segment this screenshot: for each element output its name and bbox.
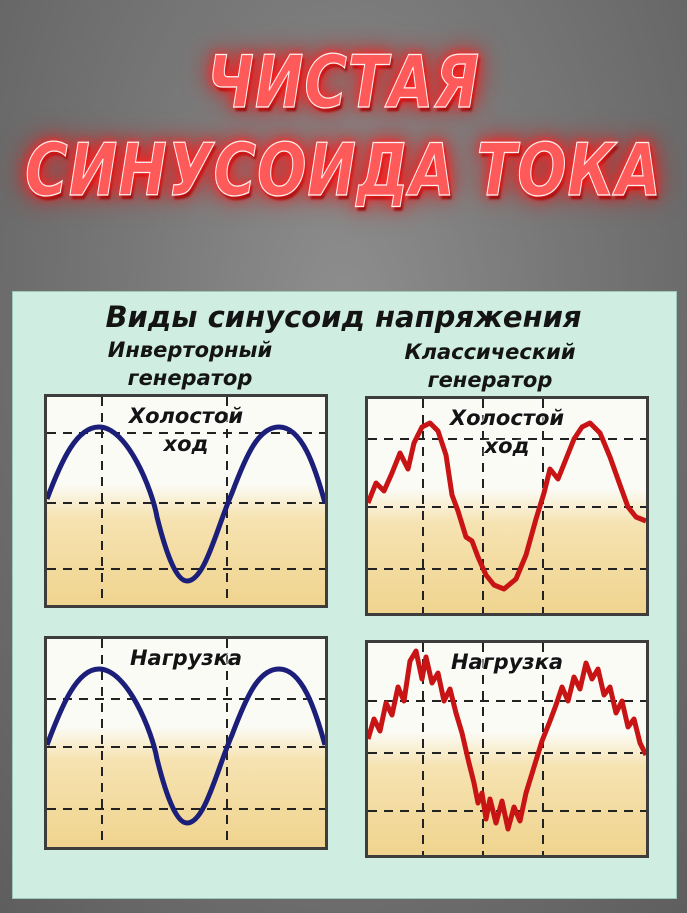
classic-load-plot: Нагрузка [365,640,649,858]
grid [368,399,646,613]
diagram-heading: Виды синусоид напряжения [105,300,582,334]
poster-title-line1: ЧИСТАЯ [206,39,481,125]
inverter-idle-wave [47,424,325,584]
classic-idle-plot: Холостой ход [365,396,649,616]
classic-generator-label: Классический генератор [350,338,630,394]
inverter-idle-chart [47,397,325,605]
load-label: Нагрузка [129,646,243,670]
inverter-label-line1: Инверторный [107,338,273,362]
inverter-load-wave [47,666,325,826]
classic-load-chart [368,643,646,855]
inverter-idle-plot: Холостой ход [44,394,328,608]
poster-title-line2: СИНУСОИДА ТОКА [25,127,662,213]
idle-label-line1: Холостой [128,404,244,428]
classic-load-wave [368,648,646,832]
inverter-label-line2: генератор [127,366,253,390]
classic-label-line2: генератор [427,368,553,392]
inverter-load-plot: Нагрузка [44,636,328,850]
inverter-load-chart [47,639,325,847]
idle-label-line2: ход [163,432,209,456]
classic-idle-chart [368,399,646,613]
classic-label-line1: Классический [404,340,576,364]
classic-idle-wave [368,420,646,592]
idle-label-line1: Холостой [449,406,565,430]
load-label: Нагрузка [450,650,564,674]
idle-label-line2: ход [484,434,530,458]
inverter-generator-label: Инверторный генератор [60,336,320,392]
